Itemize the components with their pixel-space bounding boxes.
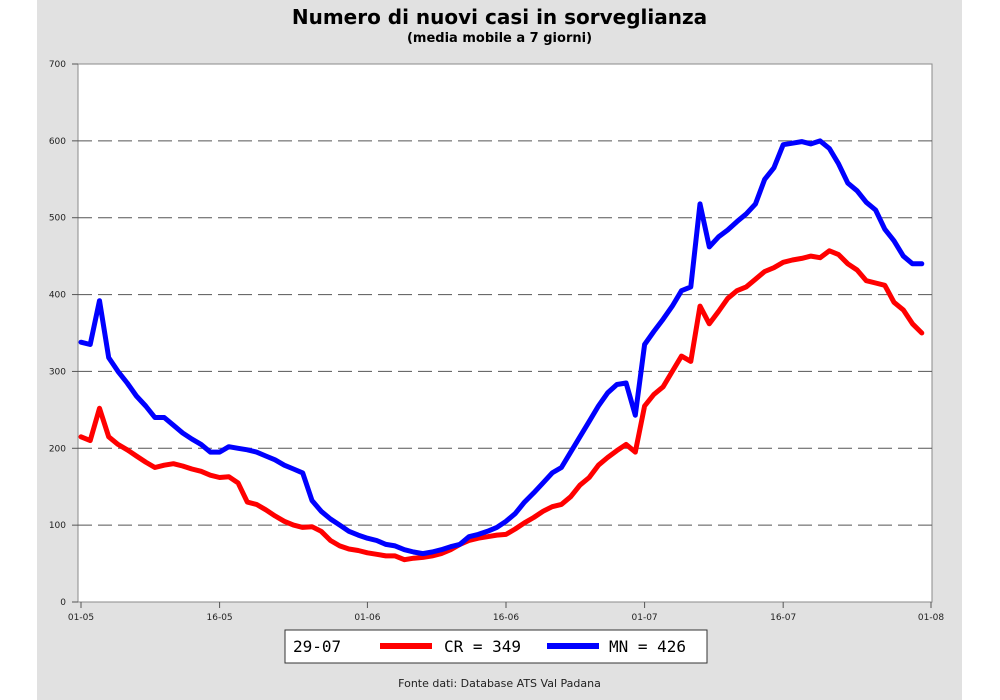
- series-lines: [78, 138, 925, 563]
- x-tick-label: 01-05: [68, 613, 94, 623]
- x-tick-label: 16-05: [207, 613, 233, 623]
- legend-date: 29-07: [293, 637, 341, 656]
- x-tick-label: 16-06: [493, 613, 519, 623]
- x-axis: 01-05 16-05 01-06 16-06 01-07 16-07 01-08: [68, 602, 944, 623]
- y-tick-label: 700: [49, 60, 66, 70]
- chart-subtitle: (media mobile a 7 giorni): [406, 31, 593, 46]
- x-tick-label: 01-07: [632, 613, 658, 623]
- series-line-cr: [78, 248, 925, 563]
- legend-box: [284, 629, 708, 664]
- plot-area: [77, 63, 933, 603]
- y-axis: 0 100 200 300 400 500 600 700: [49, 60, 78, 608]
- y-tick-label: 0: [60, 598, 66, 608]
- y-tick-label: 500: [49, 214, 66, 224]
- chart-title: Numero di nuovi casi in sorveglianza: [291, 5, 708, 29]
- y-tick-label: 100: [49, 521, 66, 531]
- y-tick-label: 600: [49, 137, 66, 147]
- x-tick-label: 01-08: [918, 613, 944, 623]
- legend-label-cr: CR = 349: [444, 637, 521, 656]
- gridlines: [78, 140, 932, 526]
- legend-label-mn: MN = 426: [609, 637, 686, 656]
- legend: 29-07 CR = 349 MN = 426: [284, 629, 708, 664]
- y-tick-label: 400: [49, 291, 66, 301]
- series-line-mn: [78, 138, 925, 557]
- data-source-note: Fonte dati: Database ATS Val Padana: [398, 677, 601, 690]
- x-tick-label: 16-07: [770, 613, 796, 623]
- y-tick-label: 200: [49, 444, 66, 454]
- y-tick-label: 300: [49, 367, 66, 377]
- x-tick-label: 01-06: [354, 613, 380, 623]
